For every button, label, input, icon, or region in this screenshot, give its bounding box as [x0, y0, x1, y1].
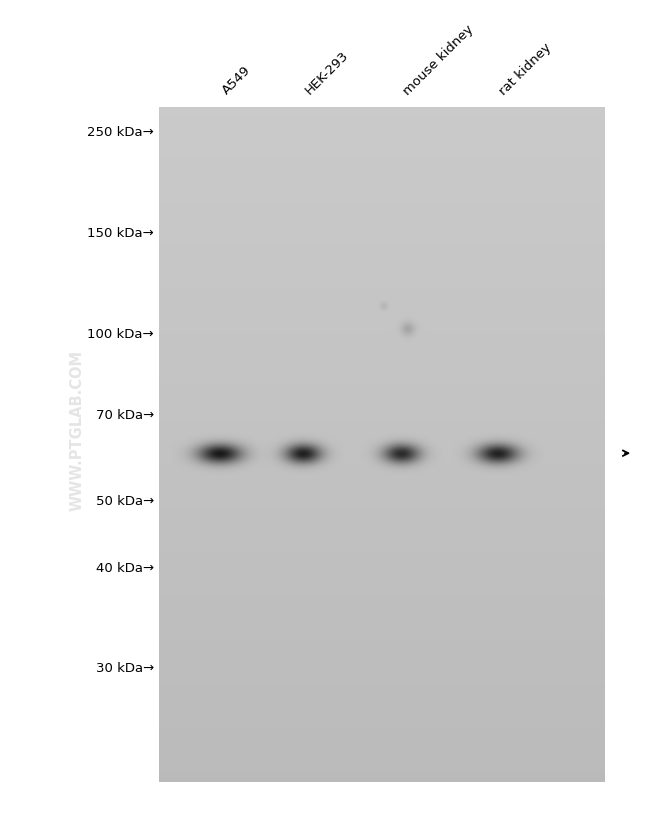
Text: 150 kDa→: 150 kDa→ — [87, 227, 154, 240]
Text: rat kidney: rat kidney — [497, 41, 554, 98]
Text: HEK-293: HEK-293 — [303, 49, 352, 98]
Text: WWW.PTGLAB.COM: WWW.PTGLAB.COM — [69, 350, 84, 510]
Text: 100 kDa→: 100 kDa→ — [87, 328, 154, 342]
Text: 250 kDa→: 250 kDa→ — [87, 126, 154, 139]
Text: 70 kDa→: 70 kDa→ — [96, 409, 154, 422]
Text: 50 kDa→: 50 kDa→ — [96, 495, 154, 509]
Text: mouse kidney: mouse kidney — [401, 22, 476, 98]
Text: 30 kDa→: 30 kDa→ — [96, 662, 154, 675]
Text: 40 kDa→: 40 kDa→ — [96, 562, 154, 575]
Text: A549: A549 — [220, 64, 254, 98]
